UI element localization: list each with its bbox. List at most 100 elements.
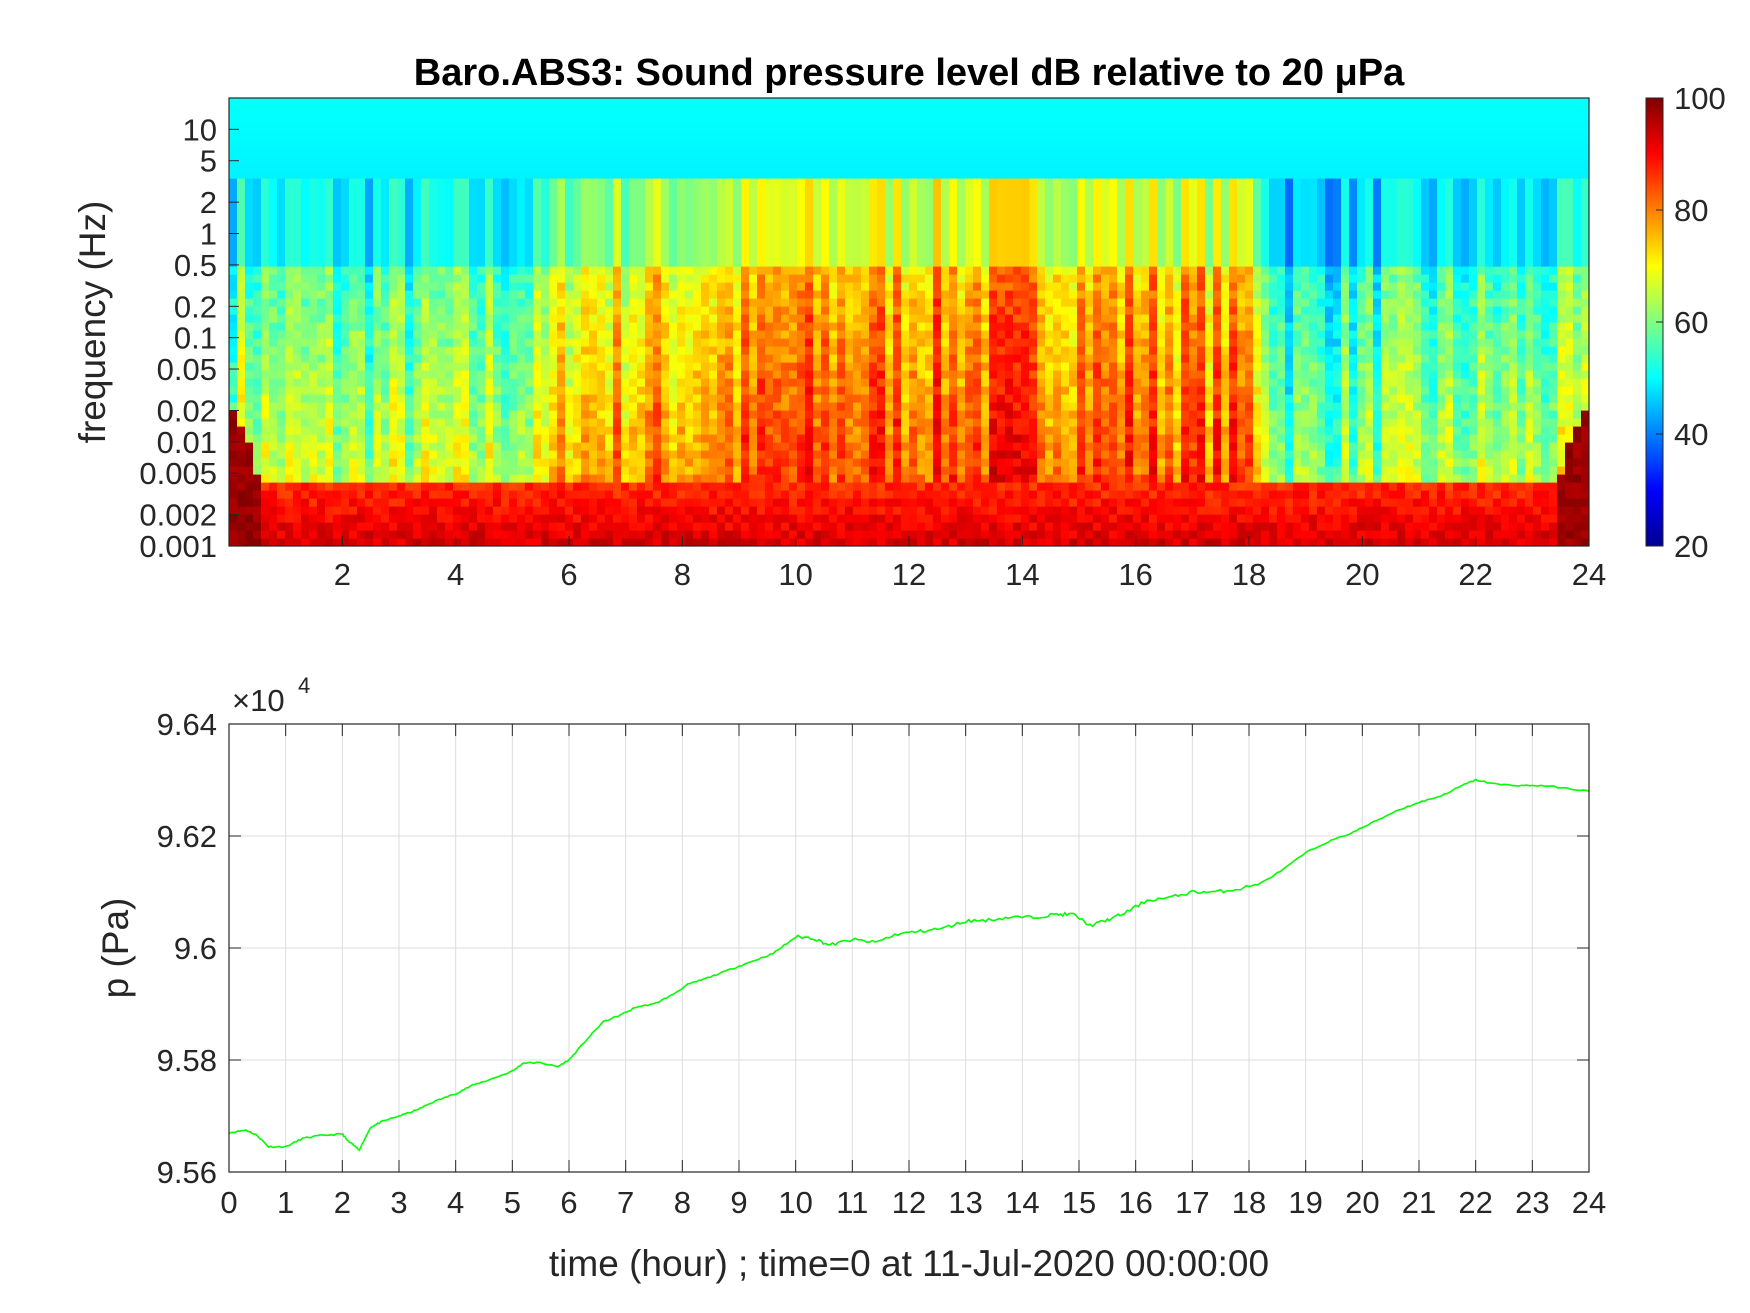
spectrogram-cell [285,218,294,227]
spectrogram-cell [749,482,758,491]
spectrogram-cell [581,538,590,546]
spectrogram-cell [781,346,790,355]
spectrogram-cell [917,522,926,531]
spectrogram-cell [749,242,758,251]
spectrogram-cell [701,218,710,227]
spectrogram-cell [517,490,526,499]
spectrogram-cell [309,282,318,291]
spectrogram-cell [773,130,782,139]
spectrogram-cell [621,154,630,163]
spectrogram-cell [581,210,590,219]
spectrogram-cell [821,114,830,123]
spectrogram-cell [749,522,758,531]
spectrogram-cell [621,354,630,363]
spectrogram-cell [525,266,534,275]
spectrogram-cell [749,98,758,107]
spectrogram-cell [693,338,702,347]
spectrogram-cell [581,282,590,291]
spectrogram-cell [669,250,678,259]
spectrogram-cell [781,426,790,435]
spectrogram-cell [261,314,270,323]
spectrogram-cell [629,442,638,451]
spectrogram-cell [317,538,326,546]
spectrogram-cell [813,194,822,203]
spectrogram-cell [269,274,278,283]
spectrogram-cell [437,474,446,483]
spectrogram-cell [389,514,398,523]
spectrogram-cell [901,274,910,283]
spectrogram-cell [317,114,326,123]
spectrogram-cell [685,370,694,379]
spectrogram-cell [261,394,270,403]
spectrogram-cell [277,402,286,411]
spectrogram-cell [637,490,646,499]
spectrogram-cell [261,458,270,467]
spectrogram-cell [741,210,750,219]
spectrogram-cell [749,178,758,187]
spectrogram-cell [661,402,670,411]
spectrogram-cell [757,410,766,419]
spectrogram-cell [749,202,758,211]
spectrogram-cell [301,466,310,475]
spectrogram-cell [629,418,638,427]
spectrogram-cell [781,186,790,195]
spectrogram-cell [485,458,494,467]
spectrogram-cell [477,266,486,275]
spectrogram-cell [581,506,590,515]
spectrogram-cell [821,442,830,451]
spectrogram-cell [285,394,294,403]
spectrogram-cell [261,450,270,459]
spectrogram-cell [413,306,422,315]
spectrogram-cell [781,402,790,411]
spectrogram-cell [469,522,478,531]
spectrogram-cell [453,362,462,371]
spectrogram-cell [677,258,686,267]
spectrogram-cell [629,402,638,411]
spectrogram-cell [341,442,350,451]
spectrogram-cell [781,306,790,315]
spectrogram-cell [357,466,366,475]
spectrogram-cell [429,538,438,546]
spectrogram-cell [901,482,910,491]
spectrogram-cell [853,154,862,163]
spectrogram-cell [637,162,646,171]
spectrogram-cell [341,138,350,147]
spectrogram-cell [805,394,814,403]
spectrogram-cell [749,250,758,259]
spectrogram-cell [821,250,830,259]
spectrogram-cell [461,154,470,163]
spectrogram-cell [485,306,494,315]
spectrogram-cell [493,114,502,123]
spectrogram-cell [725,354,734,363]
spectrogram-cell [397,138,406,147]
spectrogram-cell [541,402,550,411]
spectrogram-cell [501,402,510,411]
spectrogram-cell [389,130,398,139]
spectrogram-cell [861,322,870,331]
spectrogram-cell [421,138,430,147]
spectrogram-cell [325,346,334,355]
spectrogram-cell [405,378,414,387]
spectrogram-cell [933,506,942,515]
spectrogram-cell [661,498,670,507]
spectrogram-cell [349,330,358,339]
spectrogram-cell [605,330,614,339]
spectrogram-cell [381,442,390,451]
spectrogram-cell [501,298,510,307]
spectrogram-cell [517,498,526,507]
spectrogram-cell [917,466,926,475]
spectrogram-cell [925,450,934,459]
spectrogram-cell [341,98,350,107]
spectrogram-cell [381,282,390,291]
spectrogram-cell [629,330,638,339]
spectrogram-cell [757,138,766,147]
spectrogram-cell [853,178,862,187]
spectrogram-cell [549,162,558,171]
spectrogram-cell [749,162,758,171]
spectrogram-cell [613,234,622,243]
spectrogram-cell [821,538,830,546]
spectrogram-cell [893,98,902,107]
spectrogram-cell [821,138,830,147]
spectrogram-cell [429,218,438,227]
spectrogram-cell [261,210,270,219]
